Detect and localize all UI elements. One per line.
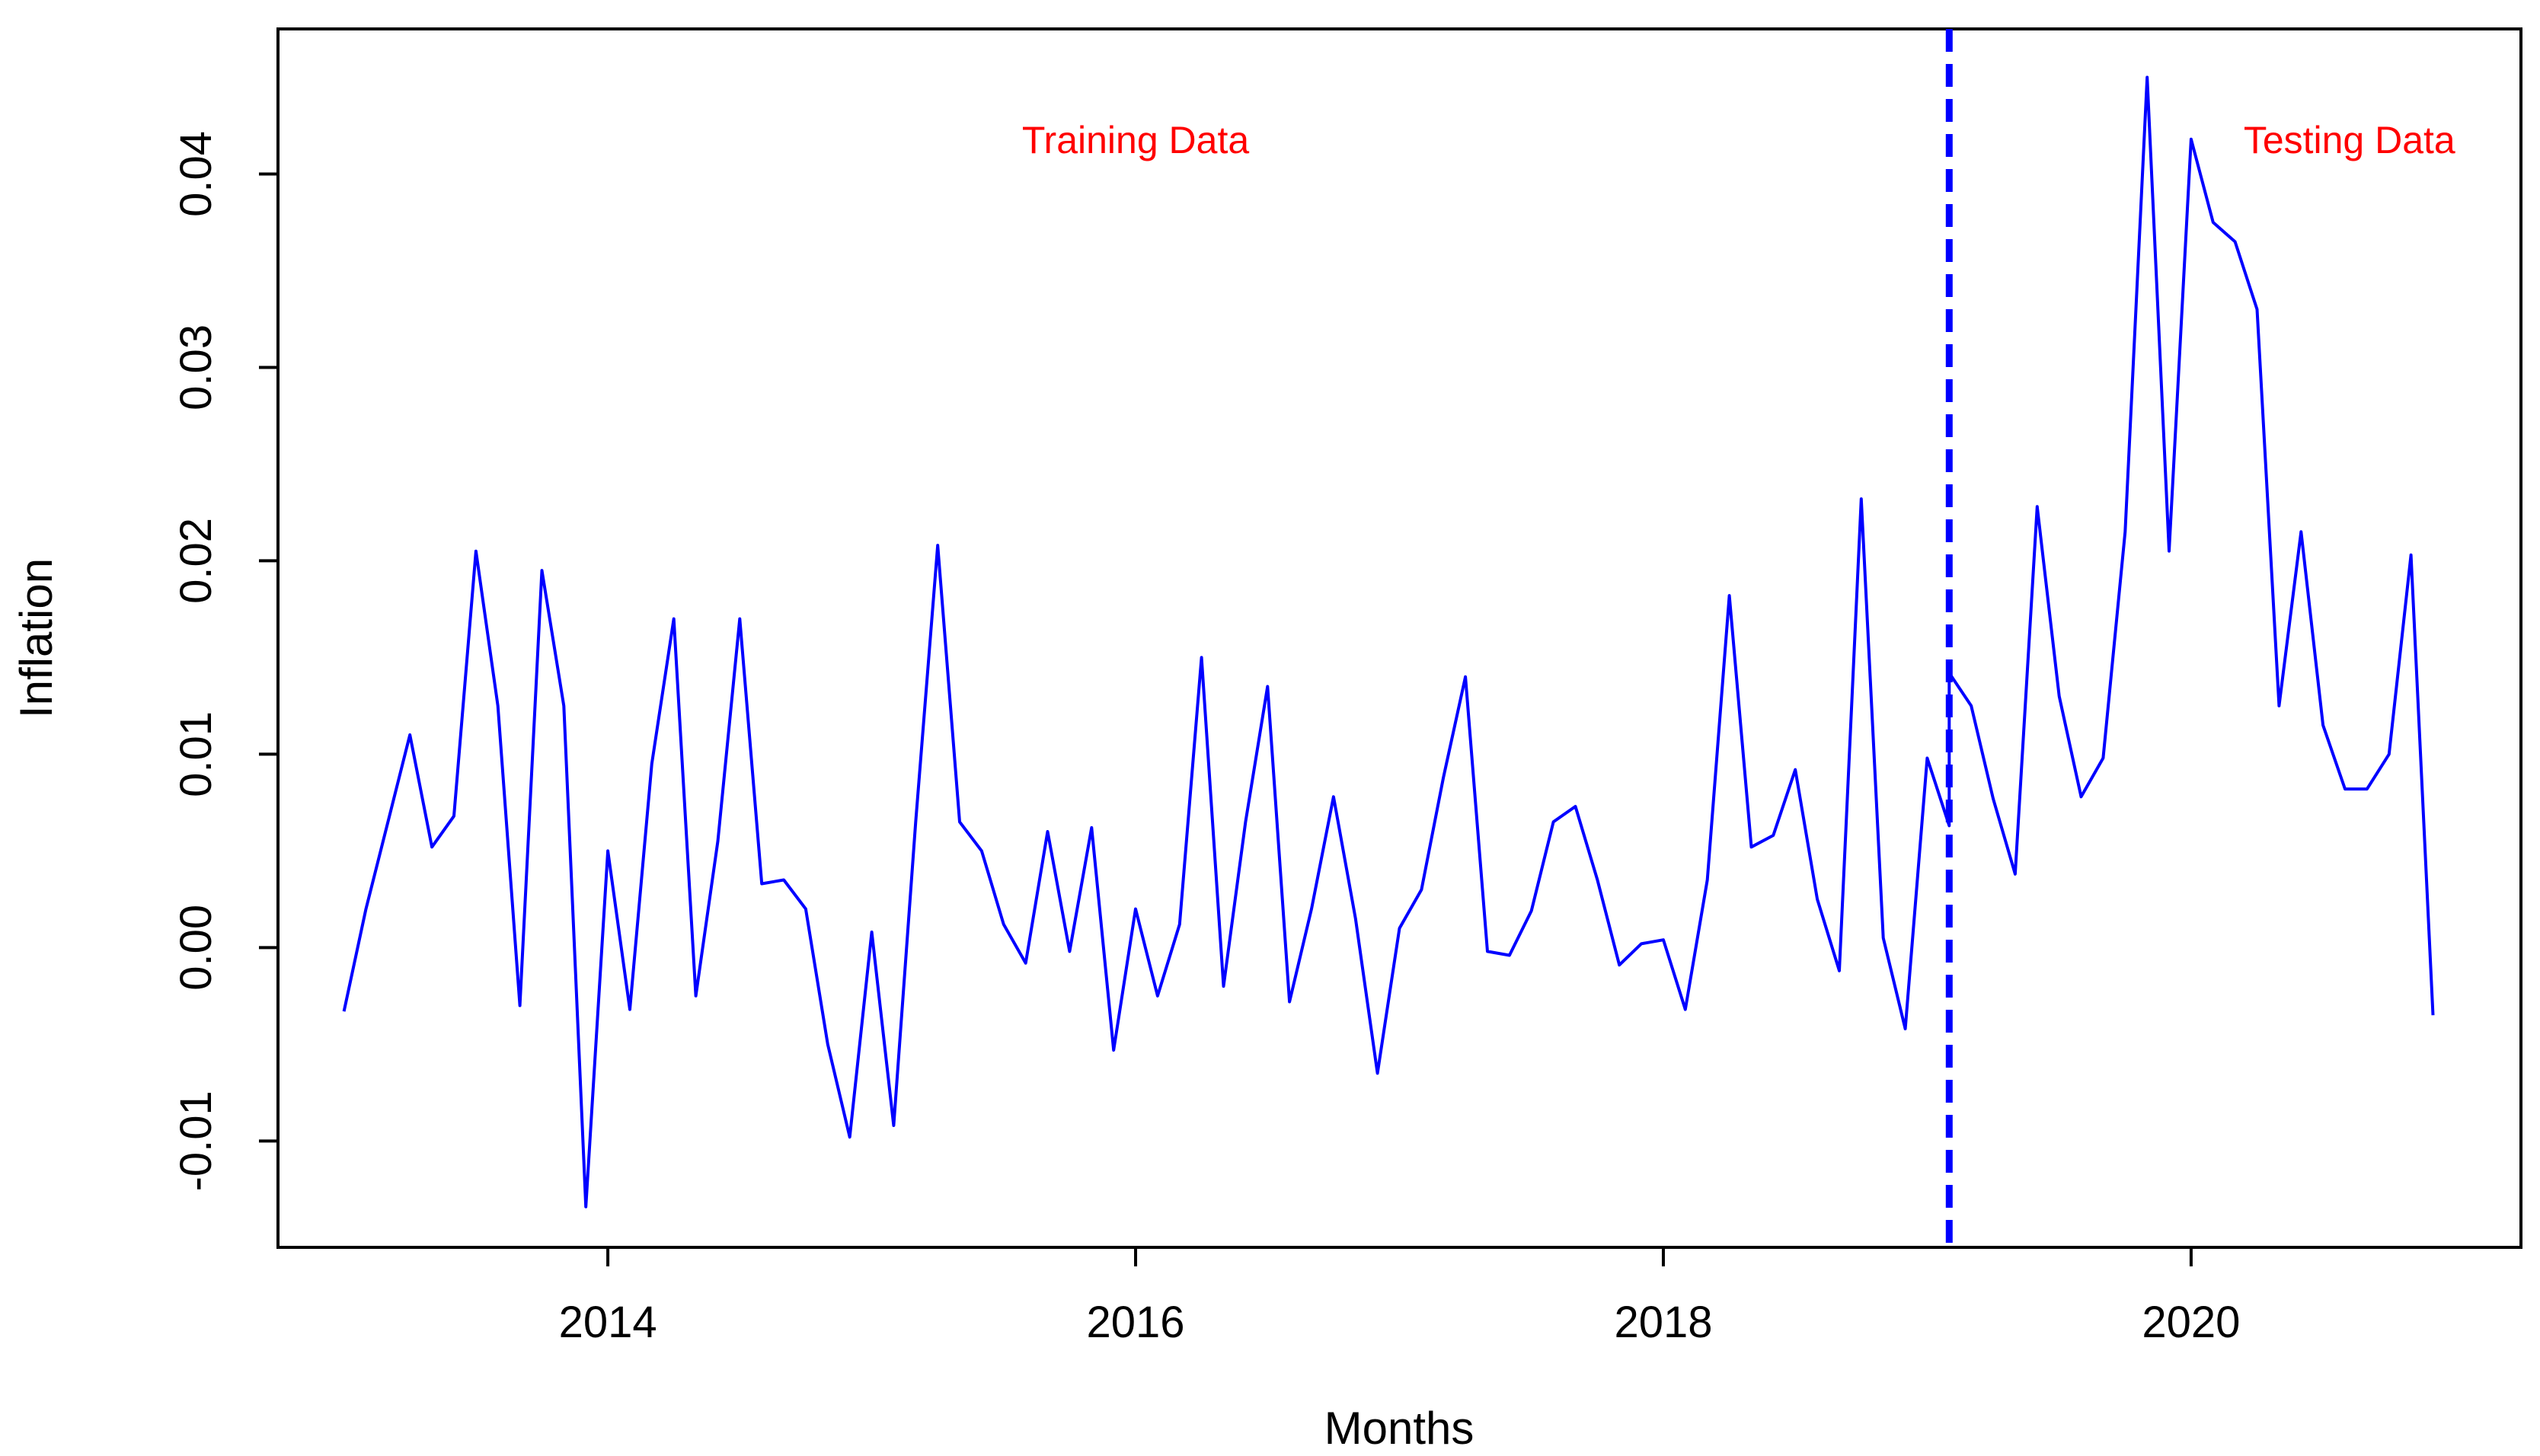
plot-frame [276, 27, 2522, 1249]
y-tick-label: -0.01 [171, 1090, 221, 1191]
y-axis-title: Inflation [11, 558, 62, 718]
y-tick-label: 0.00 [171, 905, 221, 991]
y-tick-label: 0.01 [171, 711, 221, 797]
annotations: Training Data Testing Data [1022, 119, 2455, 161]
x-tick-label: 2020 [2142, 1298, 2240, 1347]
training-data-label: Training Data [1022, 119, 1249, 161]
x-tick-label: 2018 [1614, 1298, 1712, 1347]
y-tick-label: 0.04 [171, 131, 221, 217]
testing-series-line [1947, 75, 2435, 1016]
x-tick-label: 2014 [559, 1298, 657, 1347]
training-series-line [342, 497, 1951, 1209]
y-tick-label: 0.02 [171, 518, 221, 604]
x-tick-label: 2016 [1087, 1298, 1185, 1347]
testing-data-label: Testing Data [2244, 119, 2455, 161]
y-tick-label: 0.03 [171, 324, 221, 410]
x-axis-title: Months [1324, 1403, 1474, 1454]
y-axis: -0.01 0.00 0.01 0.02 0.03 0.04 [171, 131, 278, 1191]
plot-marks [342, 29, 2435, 1247]
x-axis: 2014 2016 2018 2020 [559, 1247, 2240, 1347]
